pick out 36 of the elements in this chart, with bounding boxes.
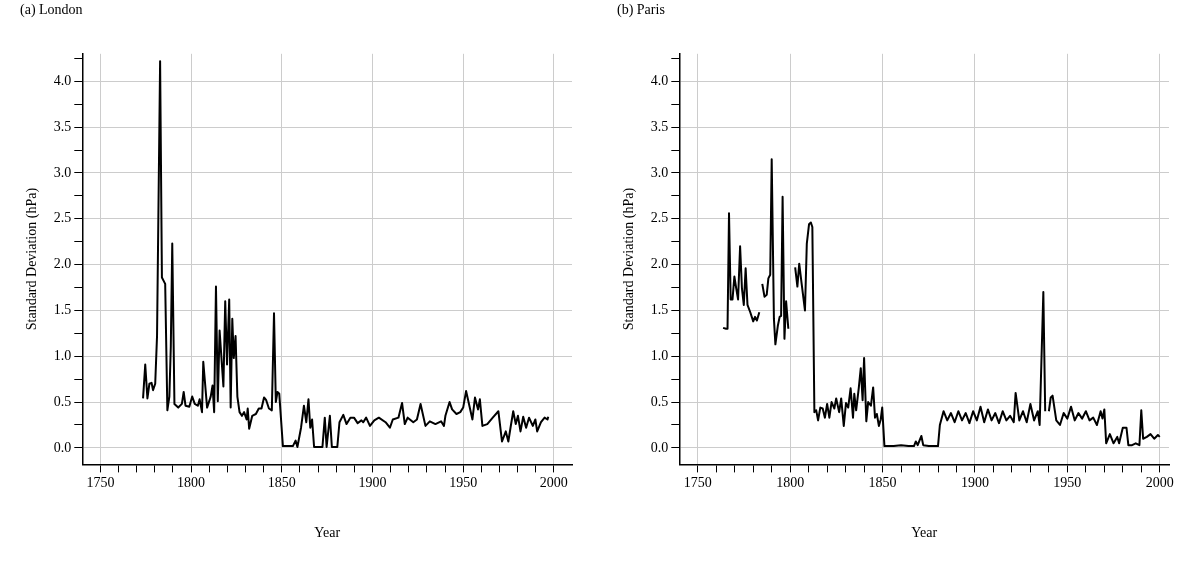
x-tick-label: 1950 <box>1053 475 1082 491</box>
y-tick-label: 0.0 <box>53 439 72 455</box>
chart-title: (a) London <box>20 2 83 19</box>
x-tick-label: 1800 <box>177 475 206 491</box>
x-axis-title: Year <box>911 525 938 541</box>
x-tick-label: 1800 <box>776 475 805 491</box>
x-tick-label: 2000 <box>1145 475 1174 491</box>
x-tick-label: 1900 <box>960 475 989 491</box>
y-tick-label: 1.0 <box>650 347 669 363</box>
y-axis-title: Standard Deviation (hPa) <box>24 187 41 331</box>
x-tick-label: 1750 <box>683 475 712 491</box>
y-tick-label: 1.5 <box>650 302 669 318</box>
y-tick-label: 0.5 <box>650 393 669 409</box>
y-axis-title: Standard Deviation (hPa) <box>621 187 638 331</box>
y-tick-label: 4.0 <box>650 72 669 88</box>
y-tick-label: 0.5 <box>53 393 72 409</box>
x-axis-title: Year <box>314 525 341 541</box>
y-tick-label: 2.5 <box>53 210 72 226</box>
x-tick-label: 2000 <box>539 475 568 491</box>
chart-title: (b) Paris <box>617 2 665 19</box>
y-tick-label: 3.0 <box>650 164 669 180</box>
x-tick-label: 1850 <box>868 475 897 491</box>
x-tick-label: 1900 <box>358 475 387 491</box>
y-tick-label: 2.5 <box>650 210 669 226</box>
x-tick-label: 1950 <box>449 475 478 491</box>
y-tick-label: 0.0 <box>650 439 669 455</box>
x-tick-label: 1750 <box>86 475 115 491</box>
y-tick-label: 3.5 <box>650 118 669 134</box>
y-tick-label: 1.0 <box>53 347 72 363</box>
x-tick-label: 1850 <box>267 475 296 491</box>
y-tick-label: 3.0 <box>53 164 72 180</box>
y-tick-label: 2.0 <box>650 256 669 272</box>
y-tick-label: 1.5 <box>53 302 72 318</box>
y-tick-label: 3.5 <box>53 118 72 134</box>
y-tick-label: 2.0 <box>53 256 72 272</box>
y-tick-label: 4.0 <box>53 72 72 88</box>
